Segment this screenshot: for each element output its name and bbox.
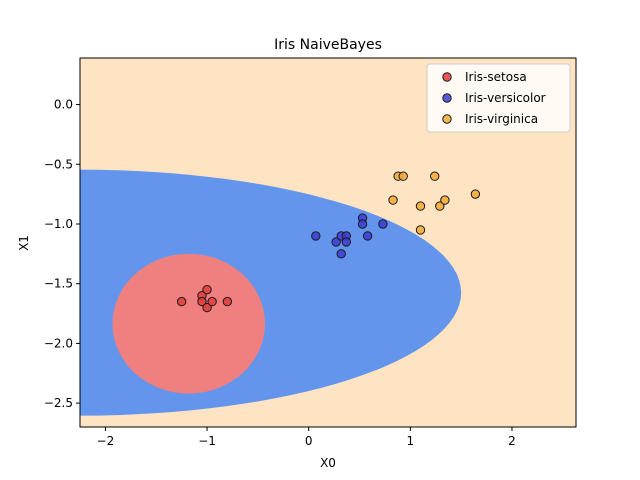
point-iris-versicolor-0 <box>311 231 321 241</box>
y-tick-label-3: −1.5 <box>44 277 73 291</box>
point-iris-versicolor-5 <box>341 237 351 247</box>
y-tick-label-1: −0.5 <box>44 157 73 171</box>
point-iris-versicolor-9 <box>378 219 388 229</box>
y-tick-label-5: −2.5 <box>44 396 73 410</box>
x-axis-label: X0 <box>320 456 336 470</box>
point-iris-virginica-0 <box>388 195 398 205</box>
x-tick-label-3: 1 <box>407 434 415 448</box>
legend-label-iris-versicolor: Iris-versicolor <box>465 91 546 105</box>
point-iris-setosa-4 <box>202 302 212 313</box>
point-iris-versicolor-1 <box>331 237 341 247</box>
y-axis-ticks: 0.0 −0.5 −1.0 −1.5 −2.0 −2.5 <box>44 98 80 410</box>
y-axis-label: X1 <box>17 235 31 251</box>
x-axis-ticks: −2 −1 0 1 2 <box>97 427 516 448</box>
plot-frame <box>79 57 577 428</box>
x-tick-label-1: −1 <box>198 434 216 448</box>
point-iris-virginica-8 <box>470 189 481 199</box>
legend-label-iris-virginica: Iris-virginica <box>465 112 538 126</box>
y-tick-label-4: −2.0 <box>44 336 73 350</box>
legend-marker-iris-virginica <box>442 114 452 124</box>
point-iris-virginica-6 <box>435 201 445 211</box>
point-iris-setosa-6 <box>222 296 233 307</box>
legend-marker-iris-setosa <box>442 72 452 82</box>
point-iris-virginica-7 <box>440 195 450 205</box>
x-tick-label-4: 2 <box>508 434 516 448</box>
point-iris-setosa-5 <box>207 296 217 307</box>
point-iris-versicolor-3 <box>336 249 346 259</box>
point-iris-setosa-3 <box>202 284 212 295</box>
legend-label-iris-setosa: Iris-setosa <box>465 70 527 84</box>
legend: Iris-setosa Iris-versicolor Iris-virginica <box>426 63 571 133</box>
y-tick-label-0: 0.0 <box>54 98 73 112</box>
legend-box <box>426 63 571 133</box>
point-iris-versicolor-8 <box>362 231 373 241</box>
y-tick-label-2: −1.0 <box>44 217 73 231</box>
point-iris-virginica-5 <box>430 171 440 181</box>
point-iris-virginica-3 <box>415 201 426 211</box>
point-iris-setosa-0 <box>176 296 187 307</box>
x-tick-label-2: 0 <box>305 434 313 448</box>
x-tick-label-0: −2 <box>97 434 115 448</box>
legend-marker-iris-versicolor <box>442 93 452 103</box>
point-iris-virginica-2 <box>398 171 408 181</box>
point-iris-virginica-4 <box>415 225 426 235</box>
point-iris-setosa-2 <box>197 296 207 307</box>
decision-region-iris-setosa <box>112 253 265 394</box>
chart-title: Iris NaiveBayes <box>274 37 382 53</box>
point-iris-versicolor-7 <box>357 219 368 229</box>
